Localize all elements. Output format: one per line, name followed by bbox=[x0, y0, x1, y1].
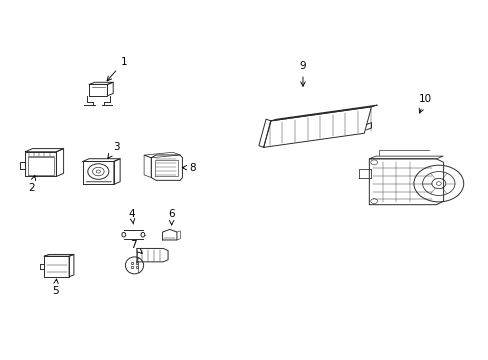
Text: 6: 6 bbox=[168, 208, 175, 225]
Text: 1: 1 bbox=[107, 57, 127, 81]
Text: 7: 7 bbox=[130, 240, 142, 253]
Text: 8: 8 bbox=[182, 163, 196, 173]
Text: 4: 4 bbox=[128, 208, 135, 224]
Text: 5: 5 bbox=[52, 279, 59, 296]
Text: 3: 3 bbox=[107, 142, 119, 158]
Text: 9: 9 bbox=[299, 62, 305, 86]
Text: 2: 2 bbox=[28, 176, 36, 193]
Text: 10: 10 bbox=[418, 94, 431, 113]
